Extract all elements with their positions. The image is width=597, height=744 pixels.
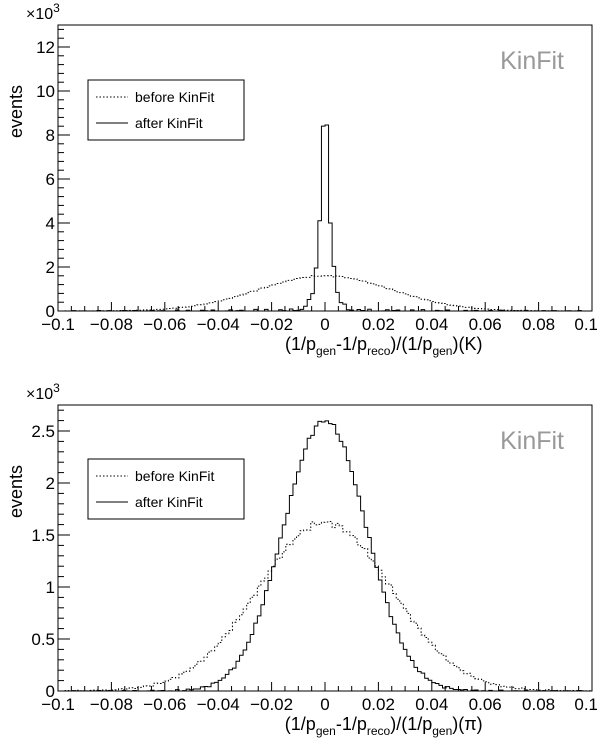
legend-label: after KinFit: [135, 494, 203, 510]
x-tick-label: −0.02: [250, 315, 293, 334]
legend-box: [87, 79, 245, 141]
y-multiplier-label: ×103: [26, 381, 60, 403]
kinfit-annotation: KinFit: [500, 427, 564, 455]
legend: before KinFit after KinFit: [87, 79, 245, 141]
y-tick-label: 0: [46, 682, 55, 701]
y-multiplier-exponent: 3: [53, 381, 60, 395]
kinfit-annotation: KinFit: [500, 47, 564, 75]
y-axis-title: events: [6, 465, 26, 518]
x-axis: −0.1 −0.08 −0.06 −0.04 −0.02 0 0.02 0.04 0.06 0.0…: [41, 302, 597, 334]
series-after-kinfit: [58, 420, 592, 692]
y-multiplier-label: ×103: [26, 1, 60, 23]
y-axis: 0 0.5 1 1.5 2 2.5: [31, 409, 70, 701]
x-tick-label: 0.04: [415, 315, 448, 334]
x-tick-label: 0.06: [469, 695, 502, 714]
chart-panel-2: −0.1 −0.08 −0.06 −0.04 −0.02 0 0.02 0.04 0.06 0.0…: [6, 381, 597, 738]
x-tick-label: −0.08: [90, 695, 133, 714]
legend-label: before KinFit: [135, 89, 214, 105]
legend-label: after KinFit: [135, 115, 203, 131]
x-axis-title: (1/pgen-1/preco)/(1/pgen)(π): [285, 714, 483, 738]
y-tick-label: 6: [46, 170, 55, 189]
y-tick-label: 2: [46, 474, 55, 493]
y-tick-label: 12: [36, 38, 55, 57]
y-tick-label: 10: [36, 82, 55, 101]
x-tick-label: −0.06: [143, 315, 186, 334]
y-axis: 0 2 4 6 8 10 12: [36, 28, 70, 321]
y-tick-label: 0.5: [31, 630, 55, 649]
x-tick-label: 0.02: [362, 315, 395, 334]
x-tick-label: −0.08: [90, 315, 133, 334]
x-tick-label: 0.1: [574, 315, 597, 334]
x-tick-label: 0.08: [522, 315, 555, 334]
legend: before KinFit after KinFit: [87, 458, 245, 520]
x-tick-label: 0: [320, 315, 329, 334]
series-before-kinfit: [57, 275, 592, 312]
legend-label: before KinFit: [135, 468, 214, 484]
x-tick-label: −0.04: [197, 315, 240, 334]
x-tick-label: 0.04: [415, 695, 448, 714]
y-tick-label: 1: [46, 578, 55, 597]
x-tick-label: −0.04: [197, 695, 240, 714]
y-tick-label: 4: [46, 214, 55, 233]
x-tick-label: 0.08: [522, 695, 555, 714]
y-tick-label: 0: [46, 302, 55, 321]
y-multiplier-exponent: 3: [53, 1, 60, 15]
y-tick-label: 2.5: [31, 422, 55, 441]
x-tick-label: −0.1: [41, 695, 75, 714]
y-axis-title: events: [6, 85, 26, 138]
x-tick-label: −0.06: [143, 695, 186, 714]
chart-panel-1: −0.1 −0.08 −0.06 −0.04 −0.02 0 0.02 0.04 0.06 0.0…: [6, 1, 597, 358]
series-after-kinfit: [58, 124, 592, 312]
x-tick-label: 0: [320, 695, 329, 714]
y-tick-label: 2: [46, 258, 55, 277]
x-tick-label: −0.02: [250, 695, 293, 714]
y-tick-label: 8: [46, 126, 55, 145]
legend-box: [87, 458, 245, 520]
x-tick-label: 0.1: [574, 695, 597, 714]
x-tick-label: −0.1: [41, 315, 75, 334]
y-tick-label: 1.5: [31, 526, 55, 545]
series-before-kinfit: [57, 521, 592, 692]
x-tick-label: 0.06: [469, 315, 502, 334]
x-axis: −0.1 −0.08 −0.06 −0.04 −0.02 0 0.02 0.04 0.06 0.0…: [41, 682, 597, 714]
x-axis-title: (1/pgen-1/preco)/(1/pgen)(K): [285, 334, 482, 358]
x-tick-label: 0.02: [362, 695, 395, 714]
